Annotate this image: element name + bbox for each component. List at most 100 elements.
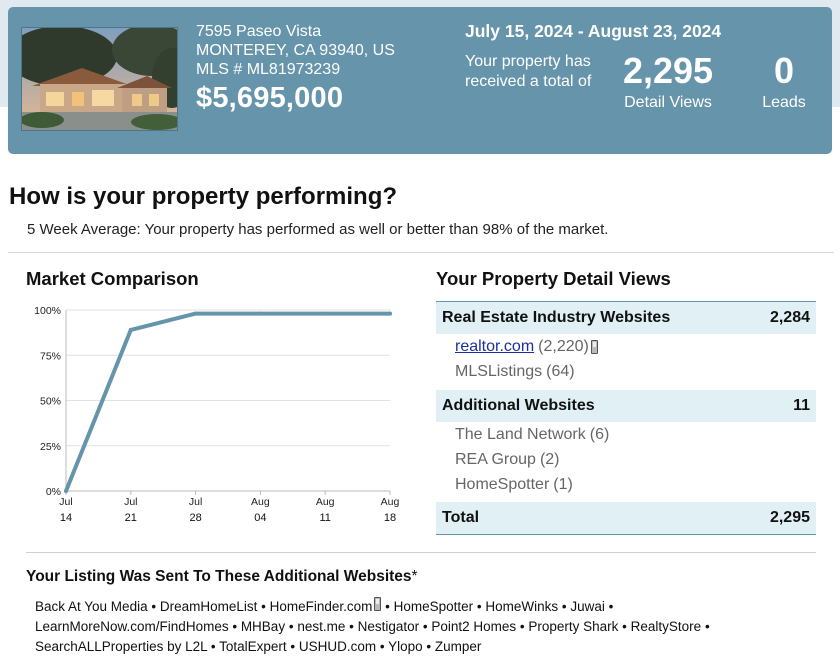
separator: • [422,639,435,654]
list-item-homespotter: HomeSpotter (1) [436,472,816,497]
sent-to-sites: Back At You Media • DreamHomeList • Home… [35,597,805,657]
list-item-mlslistings: MLSListings (64) [436,359,816,384]
y-tick-label: 50% [40,396,61,408]
y-tick-label: 100% [34,305,61,317]
detail-views-title: Your Property Detail Views [436,268,671,289]
site-name: Property Shark [528,619,619,634]
site-name: HomeWinks [485,599,559,614]
site-name: TotalExpert [219,639,287,654]
mls-number: MLS # ML81973239 [196,61,341,78]
sites-line-2: LearnMoreNow.com/FindHomes • MHBay • nes… [35,617,805,637]
listing-price: $5,695,000 [196,82,344,114]
x-tick-label-day: 04 [254,512,266,524]
total-row: Total 2,295 [436,502,816,535]
address-city: MONTEREY, CA 93940, US [196,42,395,59]
x-tick-label-day: 14 [60,512,72,524]
x-tick-label-month: Aug [381,496,400,508]
group-total: 11 [793,397,810,414]
performance-subtitle: 5 Week Average: Your property has perfor… [27,221,609,238]
site-name: HomeSpotter [393,599,474,614]
property-address: 7595 Paseo Vista MONTEREY, CA 93940, US … [196,22,395,79]
sites-line-3: SearchALLProperties by L2L • TotalExpert… [35,637,805,657]
performance-title: How is your property performing? [9,183,398,210]
separator: • [558,599,571,614]
market-comparison-svg: 100%75%50%25%0%Jul14Jul21Jul28Aug04Aug11… [34,305,400,524]
site-name: Back At You Media [35,599,148,614]
separator: • [257,599,270,614]
divider [26,552,816,553]
total-value: 2,295 [769,509,810,526]
item-count: (2,220) [538,337,589,355]
item-name: MLSListings [455,362,543,380]
sites-line-1: Back At You Media • DreamHomeList • Home… [35,597,805,617]
data-point [388,311,392,316]
x-tick-label-month: Aug [316,496,335,508]
separator: • [345,619,358,634]
site-name: Juwai [570,599,605,614]
separator: • [516,619,529,634]
detail-views-label: Detail Views [624,94,712,111]
mobile-phone-icon [374,597,382,611]
data-point [193,311,198,316]
separator: • [207,639,220,654]
y-tick-label: 75% [40,350,61,362]
site-name: MHBay [240,619,286,634]
separator: • [376,639,389,654]
market-comparison-chart: 100% 75% 50% 25% 0% Jul 14 Jul 21 Jul 28 Aug 04 Aug 11… [26,298,406,530]
separator: • [618,619,631,634]
separator: • [147,599,160,614]
separator: • [228,619,241,634]
sent-to-title: Your Listing Was Sent To These Additiona… [26,568,418,586]
group-total: 2,284 [769,309,810,326]
site-name: LearnMoreNow.com/FindHomes [35,619,229,634]
item-count: (64) [546,362,575,380]
list-item-realtor: realtor.com (2,220) [436,334,816,359]
listing-header-card: 7595 Paseo Vista MONTEREY, CA 93940, US … [8,7,832,154]
series-line [64,311,392,493]
site-name: Zumper [434,639,482,654]
group-label: Additional Websites [442,397,595,414]
report-date-range: July 15, 2024 - August 23, 2024 [465,21,722,41]
y-tick-label: 25% [40,441,61,453]
site-name: RealtyStore [630,619,702,634]
x-tick-label-day: 18 [384,512,396,524]
divider [8,252,834,253]
market-comparison-title: Market Comparison [26,268,199,289]
separator: • [473,599,486,614]
item-name: REA Group [455,450,536,468]
property-photo-image [22,28,177,130]
site-name: Point2 Homes [431,619,517,634]
separator: • [604,599,614,614]
item-count: (6) [589,425,610,443]
data-point [64,489,68,493]
realtor-link[interactable]: realtor.com [455,337,535,355]
mobile-phone-icon [590,339,598,354]
separator: • [285,619,298,634]
data-point [258,311,263,316]
address-street: 7595 Paseo Vista [196,23,322,40]
group-header-additional: Additional Websites 11 [436,390,816,422]
site-name: SearchALLProperties by L2L [35,639,208,654]
item-name: The Land Network [455,425,586,443]
item-name: HomeSpotter [455,475,550,493]
asterisk: * [411,568,418,585]
detail-views-stat: 2,295 Detail Views [608,51,728,113]
group-label: Real Estate Industry Websites [442,309,671,326]
x-tick-label-month: Jul [59,496,72,508]
group-header-industry: Real Estate Industry Websites 2,284 [436,302,816,334]
sent-to-title-text: Your Listing Was Sent To These Additiona… [26,568,412,585]
site-name: HomeFinder.com [269,599,373,614]
list-item-rea-group: REA Group (2) [436,447,816,472]
x-tick-label-day: 11 [319,512,330,524]
y-tick-label: 0% [46,486,61,498]
detail-views-value: 2,295 [622,50,714,91]
separator: • [381,599,394,614]
data-point [128,327,133,332]
x-tick-label-day: 28 [189,512,201,524]
total-label: Total [442,509,480,526]
property-photo[interactable] [21,27,178,131]
x-tick-label-month: Aug [251,496,270,508]
leads-stat: 0 Leads [750,51,818,113]
site-name: DreamHomeList [159,599,258,614]
site-name: Ylopo [388,639,423,654]
